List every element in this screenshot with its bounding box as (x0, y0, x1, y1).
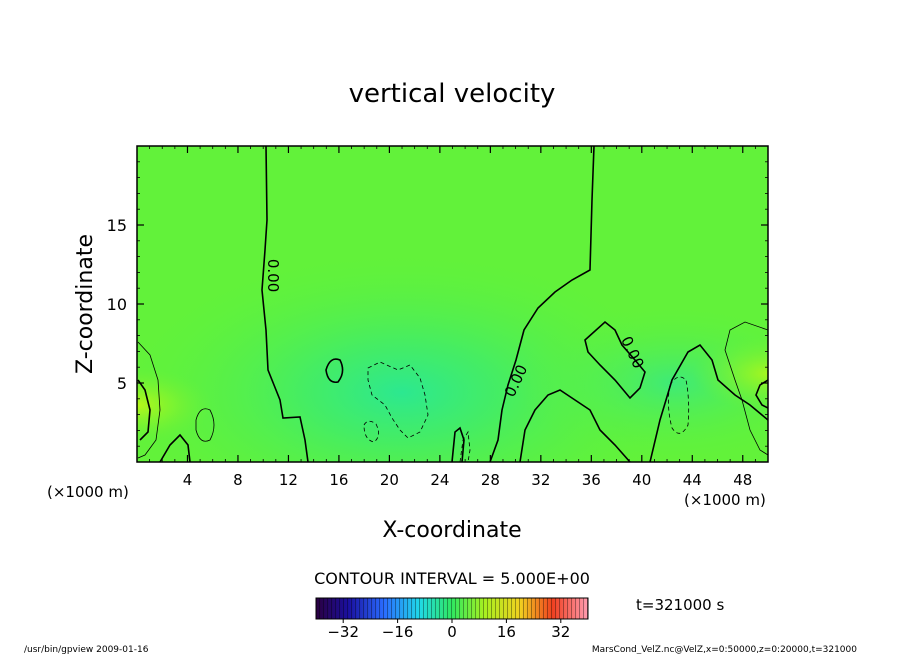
x-tick-label-8: 8 (233, 471, 243, 489)
colorbar-tick-label-32: 32 (551, 623, 570, 641)
colorbar: −32 −16 0 16 32 (315, 597, 589, 641)
contour-interval: CONTOUR INTERVAL = 5.000E+00 (314, 569, 590, 588)
zero-contour-bottom-mid (451, 426, 465, 462)
y-axis: 5 10 15 (107, 161, 768, 447)
negative-contour-right (668, 376, 690, 434)
positive-contours (137, 321, 768, 459)
x-tick-label-48: 48 (733, 471, 752, 489)
footer-right: MarsCond_VelZ.nc@VelZ,x=0:50000,z=0:2000… (592, 645, 857, 654)
footer-left: /usr/bin/gpview 2009-01-16 (24, 645, 149, 654)
x-tick-label-20: 20 (380, 471, 399, 489)
x-axis: 4 8 12 16 20 24 28 32 36 40 44 48 (149, 146, 756, 489)
x-tick-label-44: 44 (683, 471, 702, 489)
colorbar-ticks: −32 −16 0 16 32 (327, 619, 570, 641)
x-unit-right: (×1000 m) (684, 491, 766, 509)
zero-contour-blob-2 (584, 320, 646, 400)
positive-contour-left-small (195, 408, 215, 442)
x-tick-label-36: 36 (582, 471, 601, 489)
x-tick-label-32: 32 (531, 471, 550, 489)
x-tick-label-24: 24 (430, 471, 449, 489)
zero-contour-left (261, 146, 309, 462)
negative-contour-center-small (363, 420, 379, 443)
zero-contour-right (489, 146, 595, 462)
colorbar-tick-label-0: 0 (447, 623, 457, 641)
x-tick-label-4: 4 (183, 471, 193, 489)
zero-contour-left-hot (137, 379, 151, 441)
chart-title: vertical velocity (349, 79, 556, 109)
x-tick-label-40: 40 (632, 471, 651, 489)
colorbar-tick-label--32: −32 (327, 623, 359, 641)
negative-contour-center (367, 361, 429, 439)
y-tick-label-5: 5 (117, 374, 127, 393)
negative-contours (363, 361, 690, 462)
field-right-hot (137, 146, 768, 462)
zero-contour-right-lower (519, 389, 631, 462)
x-tick-label-16: 16 (329, 471, 348, 489)
y-tick-label-10: 10 (107, 295, 127, 314)
contour-label-0: 0.00 (264, 259, 282, 292)
positive-contour-right (724, 321, 768, 456)
zero-contours (137, 146, 768, 462)
zero-contour-bottom-left (159, 433, 191, 462)
zero-contour-blob-1 (325, 358, 344, 384)
x-unit-left: (×1000 m) (47, 483, 129, 501)
x-tick-label-12: 12 (279, 471, 298, 489)
negative-contour-bottom (459, 430, 471, 462)
time-label: t=321000 s (636, 596, 724, 614)
colorbar-tick-label-16: 16 (497, 623, 516, 641)
colorbar-stripes (316, 598, 588, 619)
y-tick-label-15: 15 (107, 216, 127, 235)
x-axis-label: X-coordinate (382, 518, 521, 543)
colorbar-tick-label--16: −16 (382, 623, 414, 641)
x-tick-label-28: 28 (481, 471, 500, 489)
zero-contour-right-edge (649, 343, 768, 462)
positive-contour-left (137, 341, 161, 459)
y-axis-label: Z-coordinate (73, 234, 98, 374)
plot-area: 0.000.000.00 (137, 146, 768, 462)
